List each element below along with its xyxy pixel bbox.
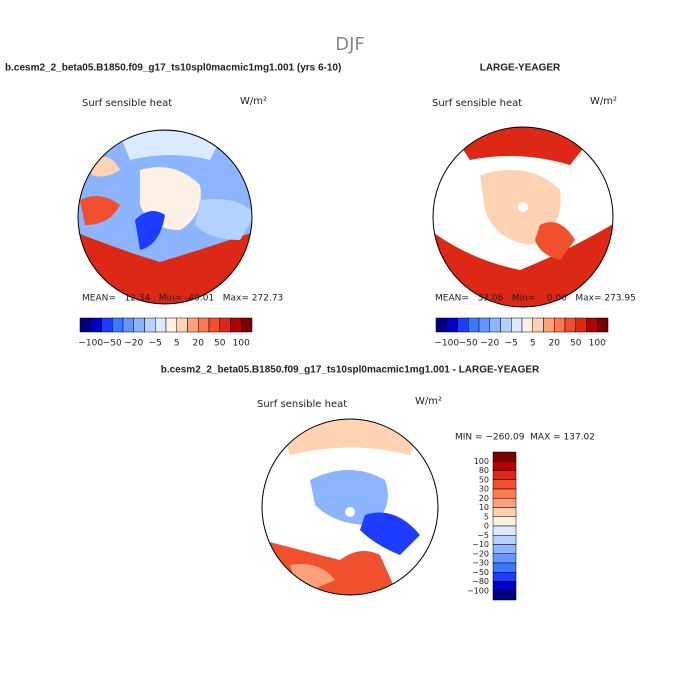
colorbar-box [564,317,576,333]
colorbar-box [492,470,517,480]
stats: MIN = −260.09 MAX = 137.02 [455,433,595,443]
colorbar-box [492,581,517,591]
panel-heading: b.cesm2_2_beta05.B1850.f09_g17_ts10spl0m… [161,365,540,376]
colorbar-label: 100 [589,339,606,349]
colorbar-box [597,317,609,333]
colorbar-label: −5 [505,339,518,349]
colorbar-box [492,544,517,554]
colorbar-box [122,317,134,333]
colorbar-box [165,317,177,333]
panel-heading: b.cesm2_2_beta05.B1850.f09_g17_ts10spl0m… [5,63,341,74]
colorbar-label: −30 [472,559,489,568]
stats: MEAN= 33.06 Min= 0.00 Max= 273.95 [435,294,636,304]
colorbar-label: −100 [467,586,489,595]
colorbar-label: 20 [549,339,561,349]
units: W/m² [590,96,617,107]
colorbar-box [489,317,501,333]
map-border [432,126,614,308]
colorbar-box [492,590,517,601]
colorbar-label: −100 [78,339,103,349]
variable-name: Surf sensible heat [257,399,347,410]
colorbar-label: 100 [233,339,250,349]
colorbar-label: −5 [477,531,489,540]
map-border [77,129,253,305]
colorbar-box [101,317,113,333]
colorbar-box [492,572,517,582]
panel-heading: LARGE-YEAGER [480,63,561,74]
colorbar-label: 50 [214,339,226,349]
colorbar-label: −20 [480,339,499,349]
map [433,127,613,307]
colorbar-label: 10 [479,503,489,512]
colorbar-box [155,317,167,333]
colorbar-box [79,317,91,333]
colorbar-box [435,317,447,333]
colorbar-box [90,317,102,333]
colorbar-box [492,451,517,462]
colorbar-box [112,317,124,333]
colorbar-label: 5 [484,512,489,521]
colorbar-label: −50 [103,339,122,349]
colorbar-label: 100 [474,457,489,466]
colorbar-label: −20 [472,549,489,558]
colorbar-box [492,479,517,490]
colorbar-box [492,525,517,536]
colorbar-label: 80 [479,466,489,475]
colorbar-box [492,562,517,573]
colorbar-box [554,317,566,333]
colorbar-box [492,516,517,527]
colorbar-box [446,317,458,333]
colorbar-box [532,317,544,333]
colorbar-box [241,317,253,333]
colorbar-box [219,317,231,333]
colorbar-box [492,507,517,517]
colorbar-label: 50 [570,339,582,349]
colorbar-box [575,317,587,333]
colorbar-label: −80 [472,577,489,586]
colorbar-box [457,317,469,333]
map-border [261,418,439,596]
colorbar-label: −50 [472,568,489,577]
colorbar-box [492,488,517,499]
colorbar-box [492,553,517,564]
colorbar-box [144,317,156,333]
colorbar-label: 5 [530,339,536,349]
colorbar-box [492,498,517,508]
colorbar-box [468,317,480,333]
colorbar-label: −10 [472,540,489,549]
colorbar-label: 50 [479,475,489,484]
colorbar-box [478,317,490,333]
colorbar-box [230,317,242,333]
colorbar-label: 20 [193,339,205,349]
colorbar-box [208,317,220,333]
colorbar-label: −50 [459,339,478,349]
variable-name: Surf sensible heat [432,98,522,109]
colorbar-box [521,317,533,333]
colorbar-box [492,461,517,471]
colorbar-box [187,317,199,333]
colorbar-box [500,317,512,333]
colorbar-label: 30 [479,485,489,494]
map [78,130,252,304]
units: W/m² [415,396,442,407]
variable-name: Surf sensible heat [82,98,172,109]
colorbar-label: −5 [149,339,162,349]
colorbar-label: −100 [434,339,459,349]
colorbar-label: −20 [124,339,143,349]
map [262,419,438,595]
colorbar-label: 20 [479,494,489,503]
figure-title: DJF [335,34,365,55]
stats: MEAN= 12.34 Min= -49.01 Max= 272.73 [82,294,283,304]
colorbar-box [586,317,598,333]
colorbar-label: 0 [484,522,489,531]
colorbar-box [492,535,517,545]
colorbar-box [198,317,210,333]
colorbar-box [543,317,555,333]
colorbar-label: 5 [174,339,180,349]
colorbar-box [176,317,188,333]
units: W/m² [240,96,267,107]
colorbar-box [133,317,145,333]
colorbar-box [511,317,523,333]
